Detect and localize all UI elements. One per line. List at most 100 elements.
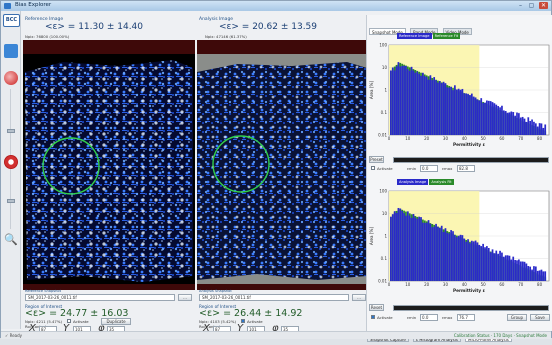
image-bar [467, 239, 469, 281]
group-button[interactable]: Group [507, 314, 527, 321]
image-bar [533, 121, 535, 135]
x-tick-label: 60 [499, 136, 505, 141]
image-bar [454, 235, 456, 281]
x-tick-label: 20 [424, 282, 430, 287]
analysis-panel-title: Analysis Image [199, 17, 234, 22]
reference-npix: Npix: 76800 (100.00%) [25, 34, 70, 39]
bottom-activate-checkbox[interactable] [371, 315, 375, 319]
image-bar [523, 261, 526, 281]
preset-button[interactable]: Preset [369, 156, 384, 163]
reset-button[interactable]: Reset [369, 304, 384, 311]
image-bar [476, 99, 479, 135]
top-range-slider[interactable] [393, 157, 549, 163]
bcc-button[interactable]: BCC [3, 14, 20, 27]
image-bar [472, 241, 475, 281]
bottom-range-slider[interactable] [393, 305, 549, 311]
image-bar [472, 96, 475, 135]
x-tick-label: 80 [537, 282, 543, 287]
legend-reference-fit: Reference Fit [432, 33, 461, 39]
reference-browse-button[interactable]: ... [178, 294, 192, 301]
analysis-snapshot-label: Analysis Snapshot [199, 289, 232, 293]
image-bar [403, 213, 405, 281]
analysis-activate-label: Activate [247, 319, 263, 324]
image-bar [416, 71, 419, 135]
reference-roi-controls: Roi Controls [25, 324, 48, 329]
reference-mode-select[interactable]: Duplicate [101, 318, 131, 325]
top-emin-field[interactable]: 0.0 [420, 165, 438, 172]
y-tick-label: 0.01 [378, 133, 387, 138]
image-bar [480, 98, 483, 135]
slider-handle[interactable] [7, 199, 15, 203]
x-axis-label: Permittivity ε [453, 288, 486, 293]
reference-snapshot-field[interactable]: SM_2017-03-26_0011.tif [25, 294, 175, 301]
analysis-panel: Analysis Image <ε> = 20.62 ± 13.59 Npix:… [197, 15, 369, 315]
roi-circle[interactable] [42, 137, 100, 195]
image-bar [450, 230, 452, 281]
reference-activate-checkbox[interactable] [67, 319, 71, 323]
image-bar [423, 222, 426, 281]
x-coord-label: X [29, 323, 36, 334]
maximize-button[interactable]: ▢ [528, 2, 535, 9]
image-bar [519, 117, 522, 135]
image-bar [512, 112, 515, 135]
image-bar [544, 271, 547, 281]
image-bar [467, 93, 469, 135]
image-bar [534, 266, 537, 281]
top-emax-field[interactable]: 82.8 [457, 165, 475, 172]
image-bar [457, 235, 460, 281]
image-bar [478, 244, 481, 281]
image-bar [491, 249, 494, 281]
image-bar [510, 259, 513, 281]
minimize-button[interactable]: – [519, 2, 522, 9]
save-button[interactable]: Save [530, 314, 550, 321]
phi-coord-label: φ [98, 323, 105, 334]
image-bar [416, 218, 419, 281]
image-bar [420, 217, 422, 281]
record-icon[interactable] [4, 155, 18, 169]
roi-circle[interactable] [212, 135, 270, 193]
zoom-icon[interactable]: 🔍 [4, 233, 18, 246]
image-bar [493, 103, 496, 135]
image-bar [470, 93, 473, 135]
y-tick-label: 0.1 [381, 256, 388, 261]
image-bar [478, 100, 481, 135]
image-bar [491, 102, 494, 135]
image-bar [414, 72, 417, 135]
bottom-emax-field[interactable]: 76.7 [457, 314, 475, 321]
top-emin-label: εmin [407, 166, 417, 171]
image-bar [465, 93, 468, 135]
image-bar [540, 123, 543, 135]
sphere-icon[interactable] [4, 71, 18, 85]
analysis-activate-checkbox[interactable] [241, 319, 245, 323]
image-bar [506, 255, 509, 281]
x-tick-label: 40 [462, 282, 468, 287]
image-bar [429, 223, 432, 281]
image-bar [461, 235, 464, 281]
image-bar [544, 124, 547, 135]
top-histogram[interactable]: 0.01 0.1 1 10 100 0 10 20 30 40 50 60 70 80 Permittivi… [367, 39, 552, 155]
reference-image[interactable] [23, 54, 195, 284]
image-bar [444, 228, 447, 281]
bottom-emin-field[interactable]: 0.0 [420, 314, 438, 321]
image-bar [397, 207, 400, 281]
top-activate-checkbox[interactable] [371, 166, 375, 170]
analysis-browse-button[interactable]: ... [352, 294, 366, 301]
close-button[interactable]: ✕ [539, 2, 548, 9]
analysis-snapshot-field[interactable]: SM_2017-03-26_0011.tif [199, 294, 349, 301]
image-bar [514, 115, 516, 135]
bottom-histogram[interactable]: 0.01 0.1 1 10 100 0 10 20 30 40 50 60 70 80 Permittivi… [367, 185, 552, 301]
reference-roi-npix: Npix: 4211 (5.47%) [25, 319, 62, 324]
image-bar [422, 222, 424, 281]
image-bar [442, 81, 445, 135]
image-bar [393, 70, 396, 135]
status-info: Calibration Status · 170 Days · Snapshot… [453, 333, 547, 338]
top-emax-label: εmax [442, 166, 453, 171]
cube-icon[interactable] [4, 44, 18, 58]
analysis-roi-npix: Npix: 4103 (5.42%) [199, 319, 236, 324]
analysis-image[interactable] [197, 54, 369, 284]
image-bar [437, 82, 439, 135]
slider-handle[interactable] [7, 129, 15, 133]
y-tick-label: 1 [384, 88, 387, 93]
reference-panel-title: Reference Image [25, 17, 64, 22]
x-tick-label: 80 [537, 136, 543, 141]
